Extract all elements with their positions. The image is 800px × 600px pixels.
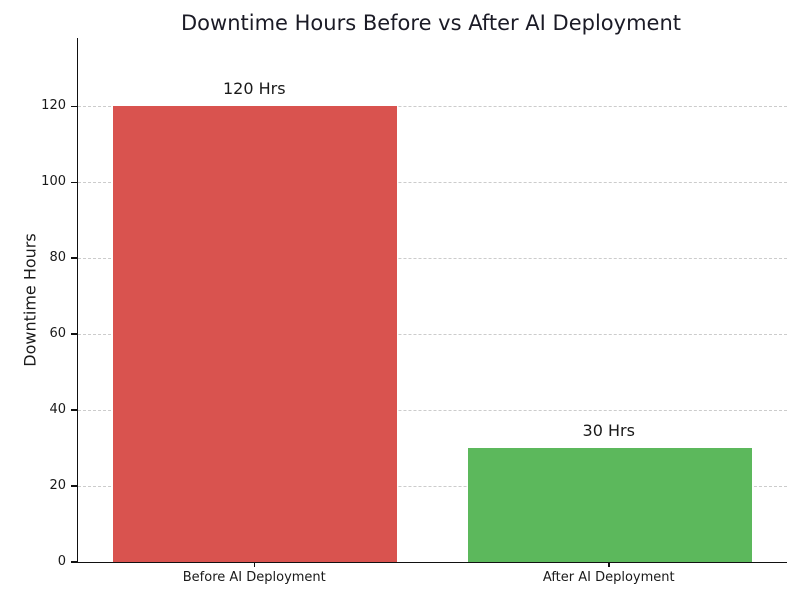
bar-before [113, 106, 398, 562]
x-tick-label-before: Before AI Deployment [182, 570, 326, 585]
gridline [78, 182, 787, 184]
y-tick-label: 20 [49, 478, 66, 494]
gridline [78, 334, 787, 336]
x-tick-mark [608, 562, 610, 567]
y-tick-label: 60 [49, 326, 66, 342]
y-tick-label: 120 [41, 98, 66, 114]
y-tick-mark [71, 485, 77, 487]
plot-area [77, 38, 787, 563]
chart-title: Downtime Hours Before vs After AI Deploy… [181, 11, 681, 35]
gridline [78, 410, 787, 412]
y-tick-mark [71, 333, 77, 335]
y-tick-label: 40 [49, 402, 66, 418]
x-tick-label-after: After AI Deployment [542, 570, 675, 585]
y-tick-label: 0 [57, 554, 66, 569]
gridline [78, 486, 787, 488]
y-tick-mark [71, 257, 77, 259]
x-tick-mark [253, 562, 255, 567]
gridline [78, 258, 787, 260]
y-tick-label: 100 [41, 174, 66, 190]
y-tick-mark [71, 561, 77, 563]
bar-value-label-before: 120 Hrs [222, 79, 286, 99]
y-tick-mark [71, 181, 77, 184]
y-tick-label: 80 [49, 250, 66, 266]
bar-after [467, 448, 752, 562]
bar-value-label-after: 30 Hrs [582, 421, 635, 441]
y-tick-mark [71, 105, 77, 108]
gridline [78, 106, 787, 108]
y-tick-mark [71, 409, 77, 411]
